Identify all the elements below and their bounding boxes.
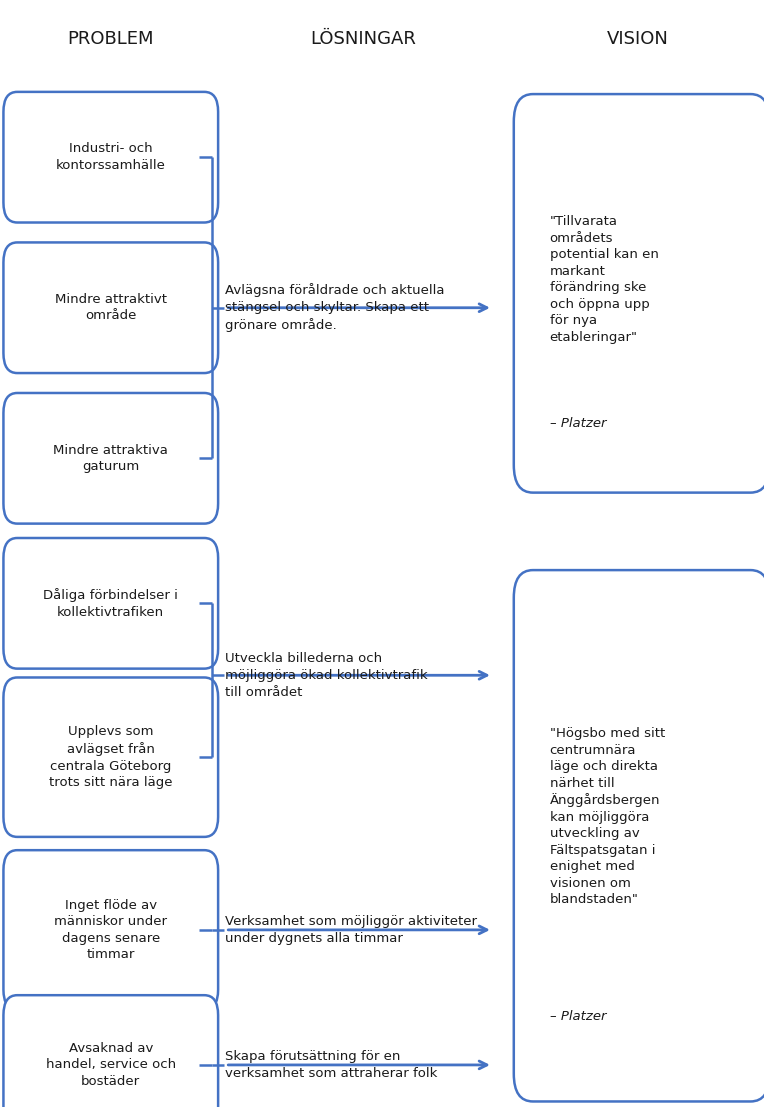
FancyBboxPatch shape <box>3 242 219 373</box>
Text: LÖSNINGAR: LÖSNINGAR <box>310 30 416 48</box>
FancyBboxPatch shape <box>513 570 764 1101</box>
Text: Verksamhet som möjliggör aktiviteter
under dygnets alla timmar: Verksamhet som möjliggör aktiviteter und… <box>225 914 478 945</box>
Text: Utveckla billederna och
möjliggöra ökad kollektivtrafik
till området: Utveckla billederna och möjliggöra ökad … <box>225 652 428 699</box>
Text: – Platzer: – Platzer <box>550 417 606 431</box>
FancyBboxPatch shape <box>3 995 219 1107</box>
FancyBboxPatch shape <box>3 393 219 524</box>
Text: Inget flöde av
människor under
dagens senare
timmar: Inget flöde av människor under dagens se… <box>54 899 167 961</box>
FancyBboxPatch shape <box>3 677 219 837</box>
Text: Avsaknad av
handel, service och
bostäder: Avsaknad av handel, service och bostäder <box>46 1042 176 1088</box>
Text: Skapa förutsättning för en
verksamhet som attraherar folk: Skapa förutsättning för en verksamhet so… <box>225 1049 438 1080</box>
Text: Dåliga förbindelser i
kollektivtrafiken: Dåliga förbindelser i kollektivtrafiken <box>44 588 178 619</box>
FancyBboxPatch shape <box>513 94 764 493</box>
Text: PROBLEM: PROBLEM <box>67 30 154 48</box>
Text: Upplevs som
avlägset från
centrala Göteborg
trots sitt nära läge: Upplevs som avlägset från centrala Göteb… <box>49 725 173 789</box>
FancyBboxPatch shape <box>3 538 219 669</box>
Text: Mindre attraktiva
gaturum: Mindre attraktiva gaturum <box>53 444 168 473</box>
Text: – Platzer: – Platzer <box>550 1011 606 1023</box>
FancyBboxPatch shape <box>3 92 219 223</box>
Text: Mindre attraktivt
område: Mindre attraktivt område <box>55 293 167 322</box>
Text: "Högsbo med sitt
centrumnära
läge och direkta
närhet till
Änggårdsbergen
kan möj: "Högsbo med sitt centrumnära läge och di… <box>550 727 665 907</box>
Text: "Tillvarata
områdets
potential kan en
markant
förändring ske
och öppna upp
för n: "Tillvarata områdets potential kan en ma… <box>550 216 659 344</box>
FancyBboxPatch shape <box>3 850 219 1010</box>
Text: Avlägsna föråldrade och aktuella
stängsel och skyltar. Skapa ett
grönare område.: Avlägsna föråldrade och aktuella stängse… <box>225 283 445 332</box>
Text: Industri- och
kontorssamhälle: Industri- och kontorssamhälle <box>56 143 166 172</box>
Text: VISION: VISION <box>607 30 668 48</box>
